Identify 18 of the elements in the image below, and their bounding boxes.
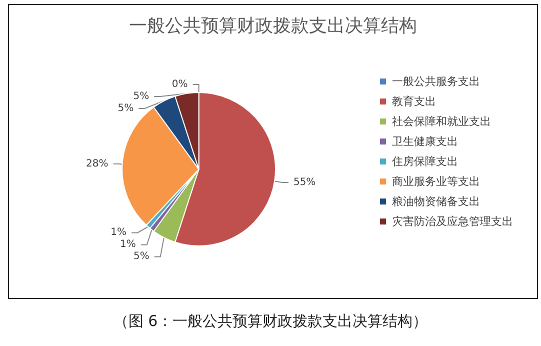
data-label: 1% — [110, 227, 127, 238]
text: （图 6：一般公共预算财政拨款支出决算结构） — [112, 312, 429, 331]
chart-title: 一般公共预算财政拨款支出决算结构 — [129, 16, 417, 36]
data-label: 5% — [133, 91, 150, 102]
data-label: 5% — [118, 103, 134, 114]
legend-label: 一般公共服务支出 — [392, 75, 480, 88]
legend-label: 教育支出 — [392, 95, 436, 108]
data-label: 28% — [86, 158, 108, 170]
legend-label: 粮油物资储备支出 — [392, 195, 480, 208]
data-label: 1% — [120, 239, 136, 250]
legend-label: 社会保障和就业支出 — [392, 115, 491, 128]
legend-label: 灾害防治及应急管理支出 — [392, 215, 513, 228]
data-label: 55% — [293, 176, 316, 188]
legend-label: 商业服务业等支出 — [392, 175, 480, 188]
legend-label: 卫生健康支出 — [392, 135, 458, 148]
legend-label: 住房保障支出 — [392, 155, 458, 168]
data-label: 5% — [133, 251, 150, 262]
text: 0% — [172, 79, 188, 90]
